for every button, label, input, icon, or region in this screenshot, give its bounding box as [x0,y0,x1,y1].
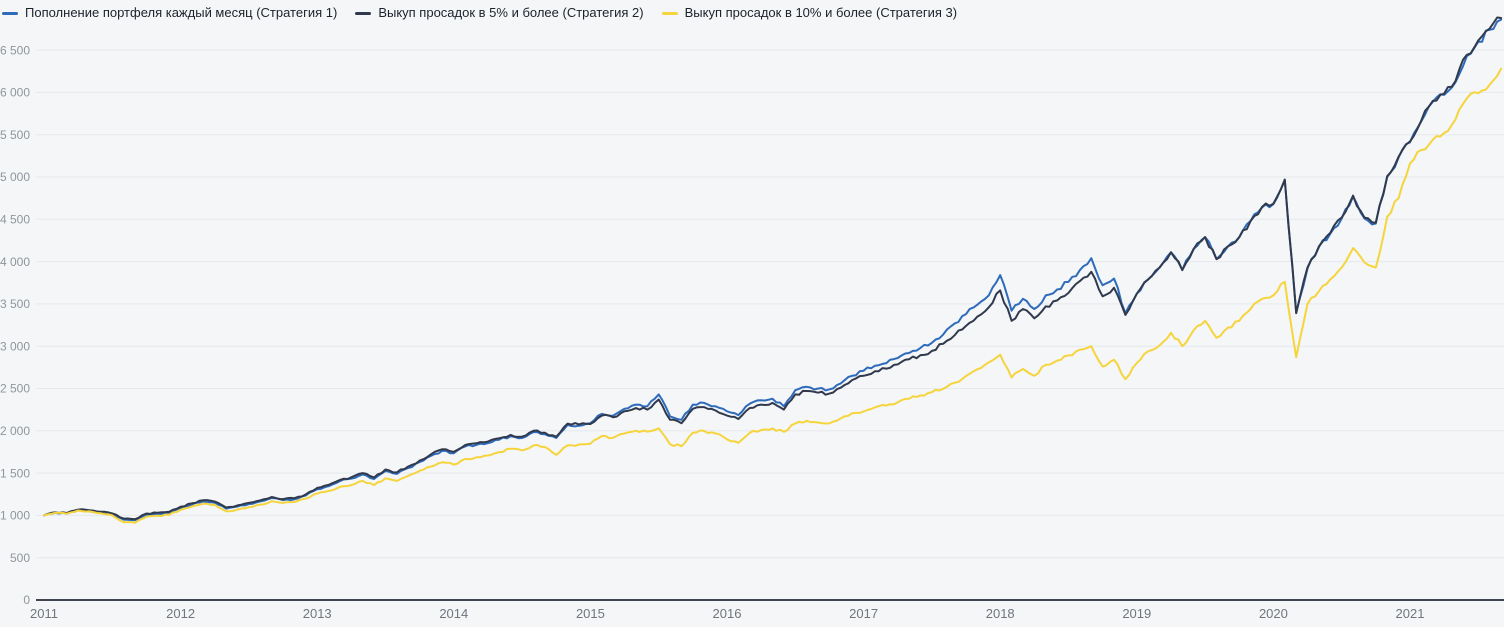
x-axis-tick-label: 2017 [849,606,878,621]
line-marker-icon [2,11,18,15]
y-axis-tick-label: 4 500 [0,213,30,227]
y-axis-tick-label: 5 500 [0,128,30,142]
y-axis-tick-label: 2 500 [0,382,30,396]
legend-label: Выкуп просадок в 10% и более (Стратегия … [684,5,958,20]
x-axis-tick-label: 2018 [986,606,1015,621]
x-axis-tick-label: 2012 [166,606,195,621]
legend-item-strategy-3[interactable]: Выкуп просадок в 10% и более (Стратегия … [661,5,958,21]
x-axis-tick-label: 2019 [1122,606,1151,621]
y-axis-tick-label: 6 500 [0,43,30,57]
y-axis-tick-label: 1 500 [0,466,30,480]
y-axis-tick-label: 5 000 [0,170,30,184]
legend-item-strategy-1[interactable]: Пополнение портфеля каждый месяц (Страте… [2,5,337,21]
legend-item-strategy-2[interactable]: Выкуп просадок в 5% и более (Стратегия 2… [355,5,644,21]
x-axis-tick-label: 2015 [576,606,605,621]
x-axis-tick-label: 2014 [439,606,468,621]
line-marker-icon [355,11,372,15]
y-axis-tick-label: 1 000 [0,509,30,523]
x-axis-tick-label: 2011 [30,606,58,621]
line-marker-icon [661,11,678,15]
series-line-strategy-2 [43,16,1503,521]
y-axis-tick-label: 0 [23,593,30,607]
series-line-strategy-1 [43,18,1503,522]
x-axis-tick-label: 2021 [1396,606,1425,621]
y-axis-tick-label: 3 000 [0,339,30,353]
legend-label: Пополнение портфеля каждый месяц (Страте… [25,5,338,20]
chart-legend: Пополнение портфеля каждый месяц (Страте… [2,5,957,21]
legend-label: Выкуп просадок в 5% и более (Стратегия 2… [378,5,644,20]
x-axis-tick-label: 2013 [303,606,332,621]
y-axis-tick-label: 500 [10,551,30,565]
x-axis-tick-label: 2020 [1259,606,1288,621]
y-axis-tick-label: 6 000 [0,86,30,100]
y-axis-tick-label: 4 000 [0,255,30,269]
series-line-strategy-3 [43,67,1503,524]
x-axis-tick-label: 2016 [713,606,742,621]
y-axis-tick-label: 2 000 [0,424,30,438]
y-axis-tick-label: 3 500 [0,297,30,311]
